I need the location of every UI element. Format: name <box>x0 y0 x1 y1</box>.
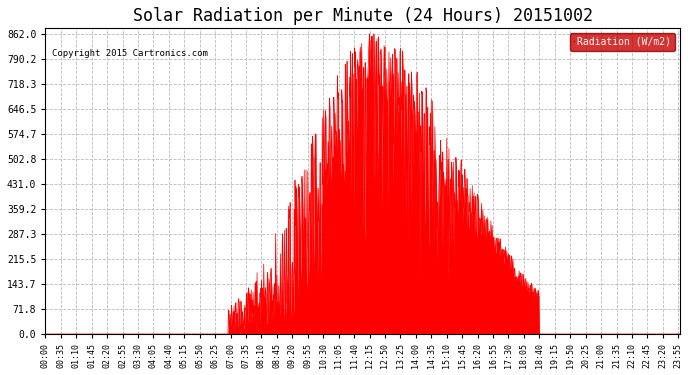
Title: Solar Radiation per Minute (24 Hours) 20151002: Solar Radiation per Minute (24 Hours) 20… <box>132 7 593 25</box>
Legend: Radiation (W/m2): Radiation (W/m2) <box>571 33 676 51</box>
Text: Copyright 2015 Cartronics.com: Copyright 2015 Cartronics.com <box>52 50 208 58</box>
